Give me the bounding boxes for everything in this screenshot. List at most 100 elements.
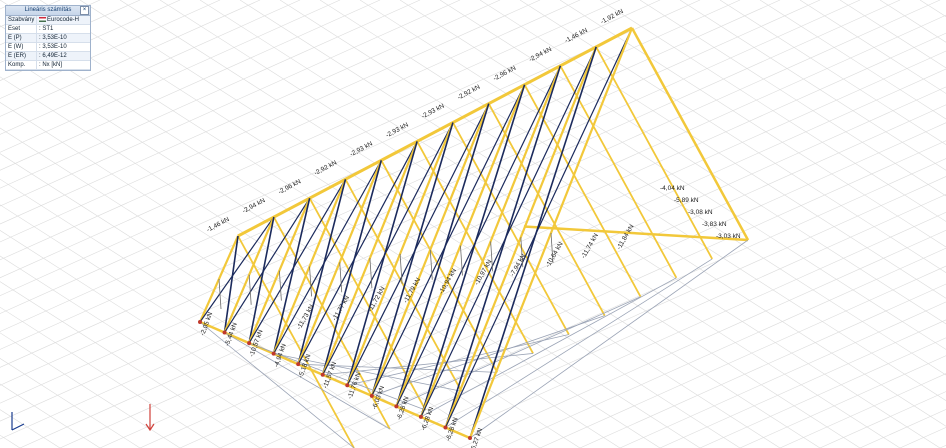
- diagonal-brace[interactable]: [248, 216, 275, 344]
- standard-value: Eurocode-H: [47, 17, 80, 23]
- tie-member[interactable]: [445, 258, 713, 428]
- diagonal-brace[interactable]: [371, 122, 454, 397]
- force-label: -2,96 kN: [277, 178, 302, 196]
- diagonal-brace[interactable]: [297, 141, 418, 365]
- diagonal-brace[interactable]: [346, 103, 490, 386]
- grid-line: [0, 0, 261, 117]
- grid-line: [0, 281, 261, 448]
- tie-member[interactable]: [469, 239, 749, 439]
- grid-line: [359, 0, 946, 376]
- support-node[interactable]: [443, 425, 448, 430]
- support-node[interactable]: [345, 383, 350, 388]
- post-member[interactable]: [339, 262, 343, 293]
- front-eave-member[interactable]: [199, 320, 471, 440]
- ridge-member[interactable]: [237, 26, 633, 238]
- diagonal-brace[interactable]: [395, 103, 490, 407]
- grid-line: [819, 391, 946, 448]
- tie-member[interactable]: [347, 334, 569, 386]
- tie-member[interactable]: [322, 353, 534, 376]
- grid-line: [799, 0, 946, 94]
- tie-member[interactable]: [371, 315, 605, 397]
- diagonal-brace[interactable]: [248, 178, 346, 344]
- support-node[interactable]: [394, 404, 399, 409]
- grid-line: [0, 0, 341, 153]
- diagonal-brace[interactable]: [223, 235, 239, 333]
- support-node[interactable]: [247, 341, 252, 346]
- rafter-member[interactable]: [272, 178, 347, 355]
- diagonal-brace[interactable]: [224, 197, 311, 333]
- tie-member[interactable]: [224, 332, 391, 430]
- post-member[interactable]: [550, 232, 554, 264]
- post-member[interactable]: [429, 249, 433, 280]
- force-label: -2,93 kN: [421, 102, 446, 120]
- support-node[interactable]: [198, 320, 202, 324]
- diagonal-brace[interactable]: [272, 198, 311, 354]
- tie-member[interactable]: [199, 321, 355, 448]
- support-node[interactable]: [418, 414, 423, 419]
- support-node[interactable]: [222, 330, 227, 335]
- post-member[interactable]: [399, 253, 403, 284]
- force-label: -11,74 kN: [580, 232, 600, 260]
- back-rafter-member[interactable]: [344, 178, 463, 392]
- back-eave-member[interactable]: [523, 225, 749, 242]
- post-member[interactable]: [520, 237, 524, 268]
- axis-lines: [11, 412, 25, 431]
- support-node[interactable]: [320, 372, 325, 377]
- grid-line: [419, 212, 946, 448]
- grid-line: [0, 0, 701, 448]
- grid-line: [679, 0, 946, 171]
- grid-line: [0, 332, 181, 448]
- grid-line: [0, 153, 461, 448]
- grid-line: [639, 0, 946, 197]
- support-node[interactable]: [369, 393, 374, 398]
- analysis-info-panel[interactable]: Lineáris számítás × Szabvány Eurocode-H …: [5, 5, 91, 71]
- force-label: -2,92 kN: [313, 159, 338, 177]
- diagonal-brace[interactable]: [297, 179, 347, 365]
- support-node[interactable]: [296, 362, 301, 367]
- grid-line: [0, 0, 821, 368]
- grid-line: [0, 178, 421, 448]
- back-rafter-member[interactable]: [595, 46, 713, 260]
- diagonal-brace[interactable]: [420, 46, 597, 418]
- close-icon[interactable]: ×: [80, 6, 89, 15]
- diagonal-brace[interactable]: [321, 160, 383, 375]
- diagonal-brace[interactable]: [444, 27, 633, 428]
- axis-triad-icon: [11, 412, 25, 431]
- grid-line: [299, 158, 946, 448]
- post-member[interactable]: [369, 258, 373, 289]
- post-member[interactable]: [309, 266, 312, 297]
- grid-line: [519, 0, 946, 273]
- back-rafter-member[interactable]: [237, 235, 355, 448]
- grid-line: [779, 373, 946, 448]
- rafter-member[interactable]: [370, 103, 490, 397]
- back-rafter-member[interactable]: [273, 216, 391, 430]
- end-gable-member[interactable]: [630, 27, 750, 241]
- tie-member[interactable]: [420, 277, 677, 418]
- grid-line: [59, 50, 946, 448]
- grid-line: [179, 104, 946, 448]
- diagonal-brace[interactable]: [199, 216, 275, 323]
- post-member[interactable]: [248, 274, 252, 305]
- diagonal-brace[interactable]: [322, 122, 454, 376]
- support-node[interactable]: [271, 351, 276, 356]
- back-rafter-member[interactable]: [559, 65, 678, 279]
- info-value: Eurocode-H: [37, 16, 90, 24]
- diagonal-brace[interactable]: [469, 46, 597, 439]
- post-member[interactable]: [460, 245, 463, 276]
- diagonal-brace[interactable]: [346, 141, 418, 386]
- diagonal-brace[interactable]: [420, 84, 526, 418]
- post-member[interactable]: [218, 278, 222, 310]
- support-node[interactable]: [468, 436, 472, 440]
- info-value: : 3,53E-10: [39, 35, 67, 41]
- force-label: -3,08 kN: [688, 209, 713, 216]
- post-member[interactable]: [490, 241, 494, 272]
- diagonal-brace[interactable]: [444, 65, 562, 428]
- diagonal-brace[interactable]: [371, 84, 526, 397]
- tie-member[interactable]: [396, 296, 641, 407]
- diagonal-brace[interactable]: [273, 160, 382, 354]
- diagonal-brace[interactable]: [395, 65, 561, 407]
- post-member[interactable]: [278, 270, 282, 301]
- grid-line: [399, 0, 946, 350]
